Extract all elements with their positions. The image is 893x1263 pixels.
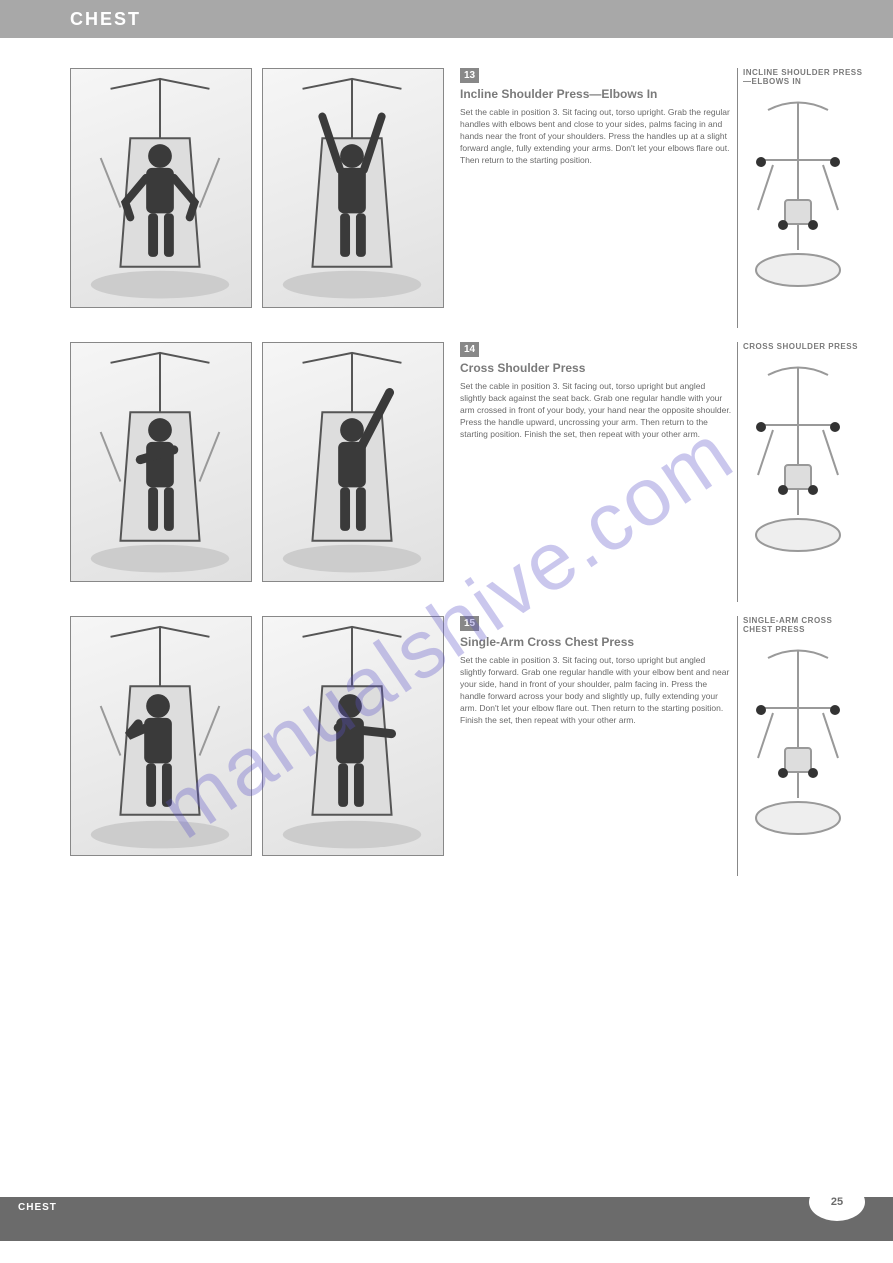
exercise-text: 14 Cross Shoulder Press Set the cable in…	[454, 342, 733, 582]
exercise-photo-end	[262, 616, 444, 856]
machine-diagram	[743, 638, 853, 848]
vertical-divider	[737, 342, 738, 602]
machine-diagram	[743, 355, 853, 565]
exercise-description: Set the cable in position 3. Sit facing …	[460, 381, 733, 440]
diagram-column: SINGLE-ARM CROSS CHEST PRESS	[743, 616, 863, 856]
exercise-photo-start	[70, 68, 252, 308]
exercise-description: Set the cable in position 3. Sit facing …	[460, 655, 733, 726]
machine-diagram	[743, 90, 853, 300]
diagram-title: INCLINE SHOULDER PRESS—ELBOWS IN	[743, 68, 863, 86]
footer-bar: CHEST 25	[0, 1197, 893, 1241]
exercise-row: 15 Single-Arm Cross Chest Press Set the …	[70, 616, 863, 856]
vertical-divider	[737, 616, 738, 876]
exercise-number: 15	[460, 616, 479, 631]
footer-label: CHEST	[18, 1202, 57, 1213]
exercise-photo-start	[70, 342, 252, 582]
diagram-column: CROSS SHOULDER PRESS	[743, 342, 863, 582]
exercise-row: 14 Cross Shoulder Press Set the cable in…	[70, 342, 863, 582]
vertical-divider	[737, 68, 738, 328]
exercise-title: Incline Shoulder Press—Elbows In	[460, 87, 733, 101]
exercise-photo-end	[262, 342, 444, 582]
exercise-photo-end	[262, 68, 444, 308]
page-number: 25	[809, 1183, 865, 1221]
diagram-title: CROSS SHOULDER PRESS	[743, 342, 863, 351]
exercise-text: 15 Single-Arm Cross Chest Press Set the …	[454, 616, 733, 856]
exercise-text: 13 Incline Shoulder Press—Elbows In Set …	[454, 68, 733, 308]
exercise-title: Single-Arm Cross Chest Press	[460, 635, 733, 649]
diagram-column: INCLINE SHOULDER PRESS—ELBOWS IN	[743, 68, 863, 308]
exercise-photo-start	[70, 616, 252, 856]
header-bar: CHEST	[0, 0, 893, 38]
exercise-row: 13 Incline Shoulder Press—Elbows In Set …	[70, 68, 863, 308]
exercise-number: 14	[460, 342, 479, 357]
header-title: CHEST	[70, 9, 141, 30]
exercise-description: Set the cable in position 3. Sit facing …	[460, 107, 733, 166]
content-area: 13 Incline Shoulder Press—Elbows In Set …	[0, 38, 893, 856]
exercise-number: 13	[460, 68, 479, 83]
diagram-title: SINGLE-ARM CROSS CHEST PRESS	[743, 616, 863, 634]
exercise-title: Cross Shoulder Press	[460, 361, 733, 375]
